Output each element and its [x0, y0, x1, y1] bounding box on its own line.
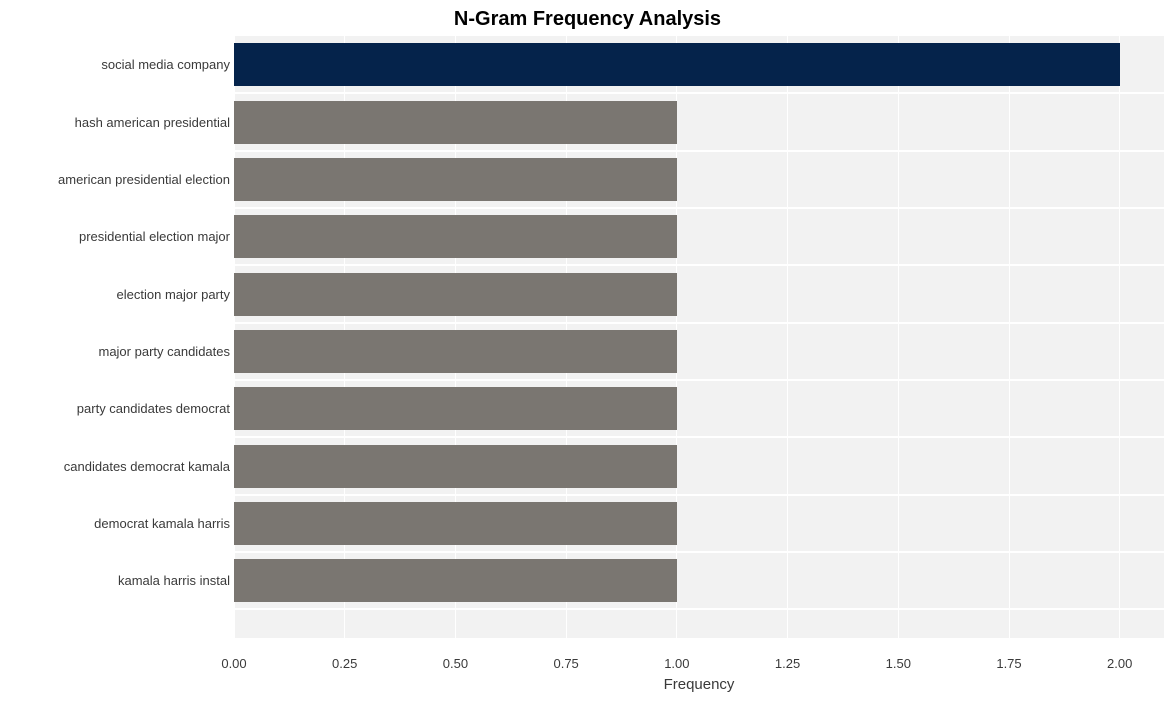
bar [234, 158, 677, 201]
row-band [234, 609, 1164, 638]
y-tick-label: kamala harris instal [118, 573, 230, 588]
bar [234, 43, 1120, 86]
x-tick-label: 0.50 [443, 656, 468, 671]
row-separator [234, 379, 1164, 381]
y-tick-label: democrat kamala harris [94, 516, 230, 531]
row-separator [234, 264, 1164, 266]
x-tick-label: 1.25 [775, 656, 800, 671]
x-tick-label: 1.75 [996, 656, 1021, 671]
y-tick-label: hash american presidential [75, 115, 230, 130]
bar [234, 101, 677, 144]
y-tick-label: party candidates democrat [77, 401, 230, 416]
x-tick-label: 0.25 [332, 656, 357, 671]
grid-line [898, 36, 899, 638]
grid-line [1009, 36, 1010, 638]
ngram-frequency-chart: N-Gram Frequency Analysis Frequency soci… [0, 0, 1175, 701]
bar [234, 330, 677, 373]
row-separator [234, 551, 1164, 553]
y-tick-label: election major party [117, 287, 230, 302]
grid-line [1119, 36, 1120, 638]
plot-area [234, 36, 1164, 638]
bar [234, 215, 677, 258]
bar [234, 559, 677, 602]
y-tick-label: american presidential election [58, 172, 230, 187]
bar [234, 502, 677, 545]
row-separator [234, 92, 1164, 94]
row-separator [234, 494, 1164, 496]
y-tick-label: presidential election major [79, 229, 230, 244]
x-axis-title: Frequency [664, 676, 735, 693]
row-separator [234, 150, 1164, 152]
grid-line [787, 36, 788, 638]
x-tick-label: 1.50 [886, 656, 911, 671]
x-tick-label: 2.00 [1107, 656, 1132, 671]
x-tick-label: 0.00 [221, 656, 246, 671]
y-tick-label: social media company [101, 57, 230, 72]
row-separator [234, 207, 1164, 209]
row-separator [234, 436, 1164, 438]
y-tick-label: major party candidates [98, 344, 230, 359]
row-separator [234, 608, 1164, 610]
bar [234, 387, 677, 430]
chart-title: N-Gram Frequency Analysis [0, 8, 1175, 31]
x-tick-label: 0.75 [553, 656, 578, 671]
row-separator [234, 322, 1164, 324]
bar [234, 445, 677, 488]
bar [234, 273, 677, 316]
x-tick-label: 1.00 [664, 656, 689, 671]
y-tick-label: candidates democrat kamala [64, 459, 230, 474]
